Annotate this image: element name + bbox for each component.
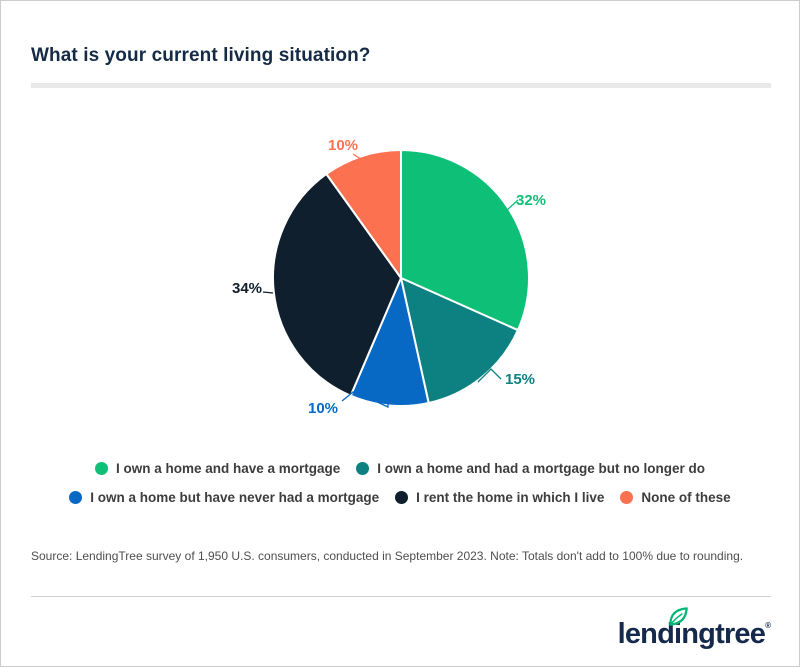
legend-label: I own a home and have a mortgage [115,461,341,476]
footer-divider [31,596,771,597]
legend-row-2: I own a home but have never had a mortga… [69,490,731,505]
pie-chart: 32% 15% 10% 34% 10% [232,137,546,417]
lendingtree-logo: lendingtree® [618,605,771,655]
legend-dot-icon [94,462,108,475]
pie-label-connector-4 [352,153,368,164]
leaf-icon [668,607,688,626]
pie-data-label-0: 32% [516,192,546,209]
pie-data-labels: 32% 15% 10% 34% 10% [232,137,546,417]
legend-dot-icon [69,491,83,504]
source-note: Source: LendingTree survey of 1,950 U.S.… [31,549,744,563]
pie-label-connector-1 [477,368,502,383]
legend-item-none: None of these [620,490,731,505]
chart-legend: I own a home and have a mortgage I own a… [1,461,799,505]
pie-slice-2 [349,277,430,407]
logo-text: lendingtree [617,618,766,650]
legend-row-1: I own a home and have a mortgage I own a… [94,461,705,476]
legend-item-rent: I rent the home in which I live [395,490,604,505]
pie-slice-4 [325,149,402,279]
legend-dot-icon [620,491,634,504]
legend-dot-icon [395,491,409,504]
page-title: What is your current living situation? [31,45,371,66]
legend-label: I own a home and had a mortgage but no l… [377,461,706,476]
pie-label-connector-0 [505,199,519,212]
legend-item-own-had-mortgage: I own a home and had a mortgage but no l… [356,461,705,476]
title-divider [31,83,771,88]
pie-data-label-1: 15% [505,371,535,388]
legend-dot-icon [356,462,370,475]
legend-label: I own a home but have never had a mortga… [90,490,380,505]
pie-slice-3 [271,172,402,397]
pie-data-label-3: 34% [232,280,262,297]
pie-slice-1 [400,277,519,404]
legend-label: I rent the home in which I live [416,490,605,505]
pie-data-label-4: 10% [328,137,358,154]
registered-mark: ® [765,621,771,630]
pie-slices [271,149,530,407]
pie-data-label-2: 10% [308,400,338,417]
pie-label-connector-3 [262,291,274,294]
legend-item-own-never-mortgage: I own a home but have never had a mortga… [69,490,379,505]
pie-label-connector-2 [341,391,389,409]
pie-label-connectors [262,153,519,409]
legend-item-own-have-mortgage: I own a home and have a mortgage [94,461,341,476]
legend-label: None of these [641,490,731,505]
